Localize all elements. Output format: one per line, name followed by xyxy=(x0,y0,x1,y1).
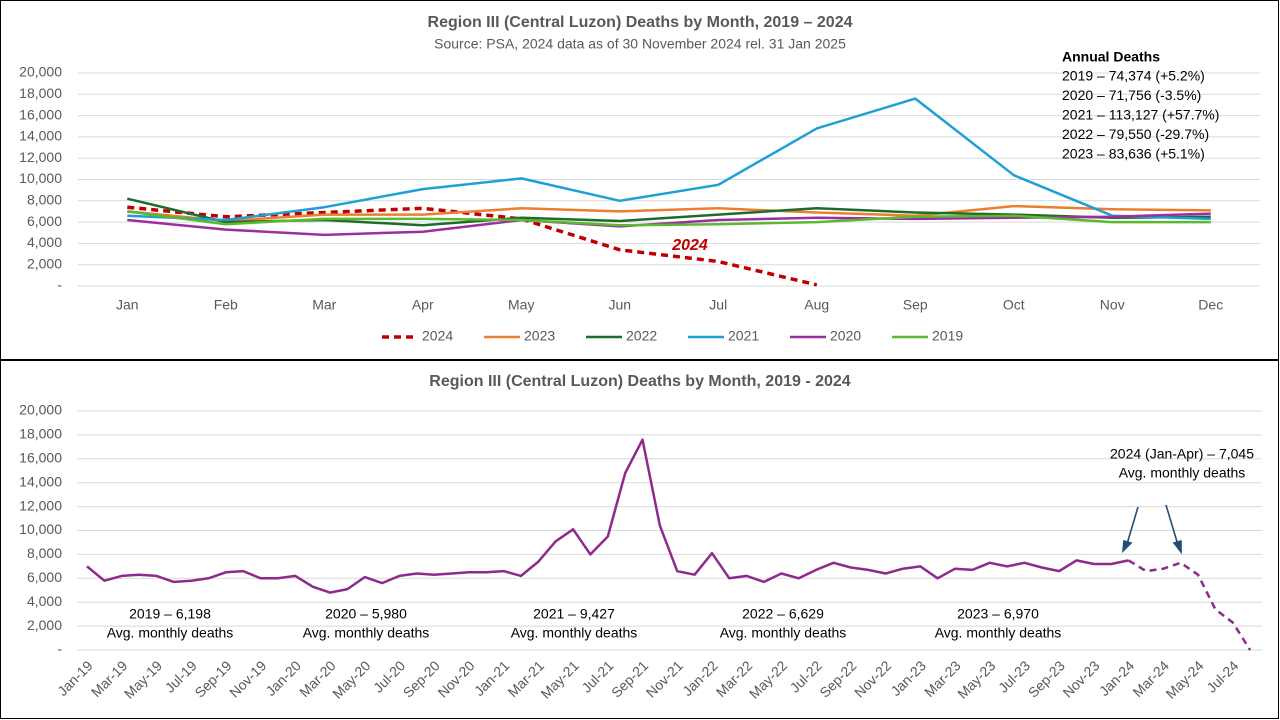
annotation: Avg. monthly deaths xyxy=(935,625,1062,641)
y-tick-label: - xyxy=(57,641,62,657)
annotation: 2024 (Jan-Apr) – 7,045 xyxy=(1110,446,1254,462)
annual-title: Annual Deaths xyxy=(1062,49,1160,65)
y-tick-label: 12,000 xyxy=(19,149,62,165)
y-tick-label: - xyxy=(57,277,62,293)
y-tick-label: 20,000 xyxy=(19,402,62,418)
annual-line: 2022 – 79,550 (-29.7%) xyxy=(1062,126,1209,142)
annotation: Avg. monthly deaths xyxy=(303,625,430,641)
legend-label: 2020 xyxy=(830,328,861,344)
series-label: 2024 xyxy=(671,237,708,254)
annotation: Avg. monthly deaths xyxy=(511,625,638,641)
legend-label: 2024 xyxy=(422,328,453,344)
x-tick-label: Aug xyxy=(804,297,829,313)
x-tick-label: Sep xyxy=(903,297,928,313)
y-tick-label: 2,000 xyxy=(27,617,62,633)
x-tick-label: Dec xyxy=(1198,297,1223,313)
annual-line: 2023 – 83,636 (+5.1%) xyxy=(1062,145,1205,161)
annotation: Avg. monthly deaths xyxy=(107,625,234,641)
y-tick-label: 6,000 xyxy=(27,213,62,229)
x-tick-label: Nov xyxy=(1100,297,1125,313)
y-tick-label: 4,000 xyxy=(27,234,62,250)
chart-title: Region III (Central Luzon) Deaths by Mon… xyxy=(428,14,853,31)
arrow xyxy=(1126,506,1139,545)
x-tick-label: Jul xyxy=(709,297,727,313)
chart-title: Region III (Central Luzon) Deaths by Mon… xyxy=(429,373,851,390)
annotation: 2019 – 6,198 xyxy=(129,606,211,622)
x-tick-label: Feb xyxy=(214,297,238,313)
annual-line: 2019 – 74,374 (+5.2%) xyxy=(1062,68,1205,84)
legend-label: 2022 xyxy=(626,328,657,344)
y-tick-label: 12,000 xyxy=(19,497,62,513)
series-line xyxy=(127,210,1211,227)
chart-top: Region III (Central Luzon) Deaths by Mon… xyxy=(19,14,1260,344)
series-line xyxy=(1127,559,1252,651)
annotation: 2022 – 6,629 xyxy=(742,606,824,622)
y-tick-label: 14,000 xyxy=(19,128,62,144)
arrow-head xyxy=(1121,539,1133,554)
x-tick-label: Jun xyxy=(608,297,631,313)
annotation: 2023 – 6,970 xyxy=(957,606,1039,622)
legend-label: 2019 xyxy=(932,328,963,344)
y-tick-label: 8,000 xyxy=(27,545,62,561)
series-line xyxy=(127,204,1211,223)
y-tick-label: 10,000 xyxy=(19,170,62,186)
y-tick-label: 16,000 xyxy=(19,450,62,466)
bottom-panel xyxy=(0,360,1279,719)
legend-label: 2021 xyxy=(728,328,759,344)
annual-line: 2021 – 113,127 (+57.7%) xyxy=(1062,107,1219,123)
y-tick-label: 18,000 xyxy=(19,426,62,442)
x-tick-label: Oct xyxy=(1003,297,1025,313)
y-tick-label: 20,000 xyxy=(19,64,62,80)
annotation: 2020 – 5,980 xyxy=(325,606,407,622)
y-tick-label: 14,000 xyxy=(19,473,62,489)
annual-line: 2020 – 71,756 (-3.5%) xyxy=(1062,87,1201,103)
chart-subtitle: Source: PSA, 2024 data as of 30 November… xyxy=(434,36,846,52)
x-tick-label: Jan xyxy=(116,297,139,313)
series-line xyxy=(127,97,1211,222)
y-tick-label: 18,000 xyxy=(19,85,62,101)
annotation: Avg. monthly deaths xyxy=(720,625,847,641)
y-tick-label: 4,000 xyxy=(27,593,62,609)
y-tick-label: 16,000 xyxy=(19,106,62,122)
annotation: Avg. monthly deaths xyxy=(1119,465,1246,481)
x-tick-label: Mar xyxy=(312,297,336,313)
y-tick-label: 8,000 xyxy=(27,192,62,208)
x-tick-label: Apr xyxy=(412,297,434,313)
series-line xyxy=(127,205,818,287)
y-tick-label: 6,000 xyxy=(27,569,62,585)
series-line xyxy=(86,438,1129,594)
legend-label: 2023 xyxy=(524,328,555,344)
x-tick-label: May xyxy=(508,297,534,313)
arrows xyxy=(1121,504,1182,555)
arrow-head xyxy=(1172,539,1182,555)
y-tick-label: 2,000 xyxy=(27,255,62,271)
y-tick-label: 10,000 xyxy=(19,521,62,537)
annotation: 2021 – 9,427 xyxy=(533,606,615,622)
arrow xyxy=(1165,504,1179,546)
